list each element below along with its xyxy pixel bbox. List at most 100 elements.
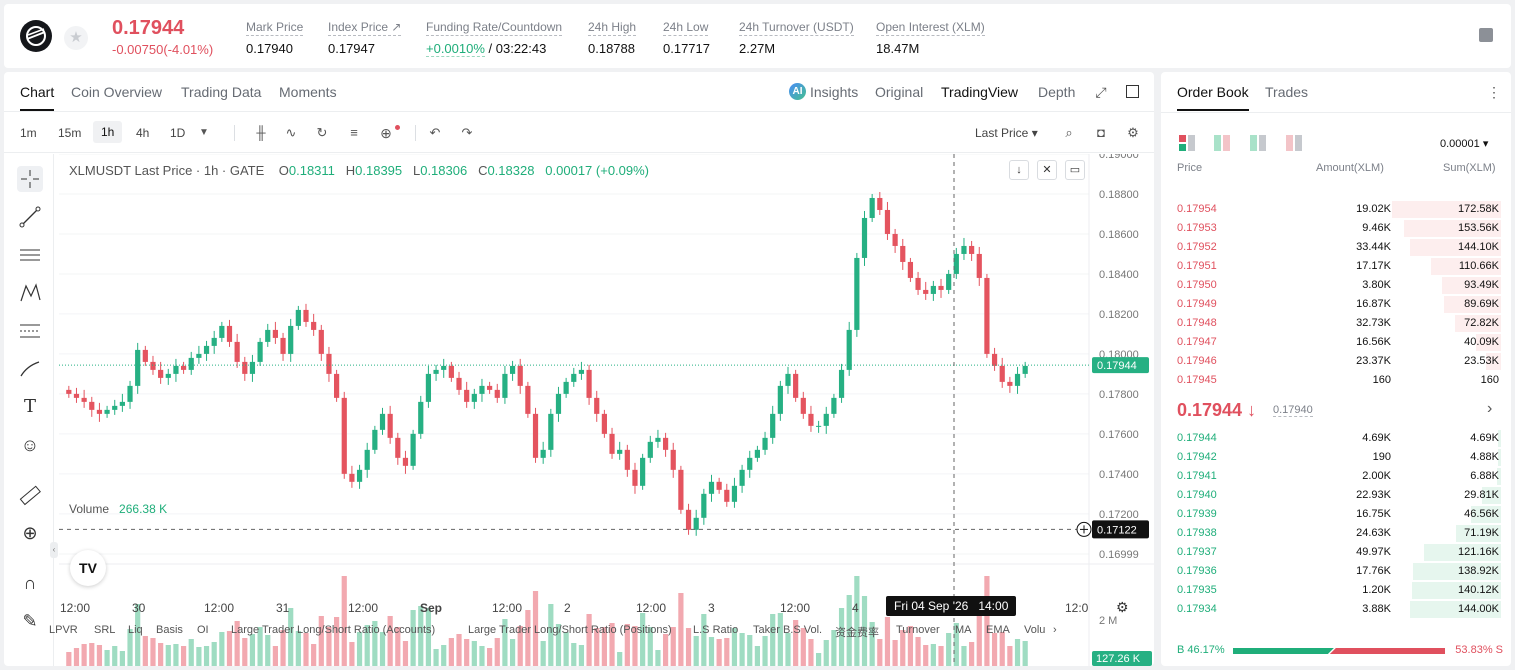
view-original[interactable]: Original: [875, 84, 924, 100]
book-icon[interactable]: [1479, 28, 1493, 42]
fib-icon[interactable]: [17, 318, 43, 344]
indicator-item[interactable]: EMA: [986, 624, 1010, 636]
ask-row[interactable]: 0.17947 16.56K 40.09K: [1161, 333, 1511, 352]
indicator-item[interactable]: Basis: [156, 624, 183, 636]
add-alert-icon[interactable]: ⊕: [380, 125, 392, 141]
camera-icon[interactable]: ◘: [1097, 125, 1105, 140]
expand-icon[interactable]: ⤢: [1095, 84, 1107, 100]
chevron-right-icon[interactable]: ›: [1487, 400, 1493, 417]
both-sides-view-icon[interactable]: [1179, 135, 1195, 151]
ask-row[interactable]: 0.17954 19.02K 172.58K: [1161, 200, 1511, 219]
compare-icon[interactable]: ↻: [316, 125, 328, 140]
bid-row[interactable]: 0.17940 22.93K 29.81K: [1161, 486, 1511, 505]
timeframe-15m[interactable]: 15m: [58, 126, 82, 140]
trend-line-icon[interactable]: [17, 204, 43, 230]
indicator-item[interactable]: L.S Ratio: [693, 624, 739, 636]
collapse-icon[interactable]: ✕: [1037, 160, 1057, 180]
indicator-item[interactable]: Liq: [128, 624, 143, 636]
ask-row[interactable]: 0.17949 16.87K 89.69K: [1161, 295, 1511, 314]
indicator-item[interactable]: SRL: [94, 624, 116, 636]
tab-coin-overview[interactable]: Coin Overview: [71, 84, 163, 100]
candle-body: [647, 441, 653, 458]
crosshair-icon[interactable]: [17, 166, 43, 192]
horizontal-lines-icon[interactable]: [17, 242, 43, 268]
stat-index-price[interactable]: Index Price ↗ 0.17947: [328, 18, 402, 57]
emoji-icon[interactable]: ☺: [20, 435, 40, 455]
bid-row[interactable]: 0.17938 24.63K 71.19K: [1161, 524, 1511, 543]
timeframe-1h[interactable]: 1h: [93, 121, 123, 143]
chevron-right-icon[interactable]: ›: [1053, 624, 1057, 636]
pattern-icon[interactable]: [17, 280, 43, 306]
indicator-item[interactable]: OI: [197, 624, 209, 636]
stat-funding-rate[interactable]: Funding Rate/Countdown +0.0010% / 03:22:…: [426, 18, 563, 57]
indicator-item[interactable]: 资金费率: [835, 627, 879, 639]
ask-row[interactable]: 0.17951 17.17K 110.66K: [1161, 257, 1511, 276]
window-icon[interactable]: [1126, 85, 1139, 98]
tab-trades[interactable]: Trades: [1265, 84, 1309, 100]
buy-view-icon[interactable]: [1250, 135, 1266, 151]
redo-icon[interactable]: ↷: [461, 125, 473, 140]
timeframe-1d[interactable]: 1D: [170, 126, 186, 140]
undo-icon[interactable]: ↶: [429, 125, 441, 140]
search-icon[interactable]: ⌕: [1065, 125, 1073, 140]
scroll-down-icon[interactable]: ↓: [1009, 160, 1029, 180]
zoom-in-icon[interactable]: ⊕: [22, 523, 38, 543]
bids-only-view-icon[interactable]: [1214, 135, 1230, 151]
collapse-left-icon[interactable]: ‹: [50, 542, 58, 558]
brush-icon[interactable]: [17, 356, 43, 382]
text-tool-icon[interactable]: T: [23, 396, 36, 417]
sell-view-icon[interactable]: [1286, 135, 1302, 151]
ask-row[interactable]: 0.17948 32.73K 72.82K: [1161, 314, 1511, 333]
ask-row[interactable]: 0.17945 160 160: [1161, 371, 1511, 390]
tradingview-logo-icon[interactable]: TV: [70, 550, 106, 586]
stat-mark-price[interactable]: Mark Price 0.17940: [246, 18, 304, 57]
y-axis-tick: 0.17400: [1099, 469, 1139, 481]
candle-body: [540, 449, 546, 458]
bid-row[interactable]: 0.17937 49.97K 121.16K: [1161, 543, 1511, 562]
view-insights[interactable]: Insights: [810, 84, 859, 100]
bid-row[interactable]: 0.17934 3.88K 144.00K: [1161, 600, 1511, 619]
bid-row[interactable]: 0.17944 4.69K 4.69K: [1161, 429, 1511, 448]
timeframe-1m[interactable]: 1m: [20, 126, 37, 140]
bid-row[interactable]: 0.17935 1.20K 140.12K: [1161, 581, 1511, 600]
ruler-icon[interactable]: [17, 482, 43, 508]
magnet-icon[interactable]: ∩: [23, 573, 37, 593]
axis-settings-icon[interactable]: ⚙: [1116, 599, 1129, 615]
indicator-item[interactable]: Taker B.S Vol.: [753, 624, 823, 636]
indicator-item[interactable]: Large Trader Long/Short Ratio (Positions…: [468, 624, 672, 636]
tab-chart[interactable]: Chart: [20, 84, 55, 111]
indicator-item[interactable]: LPVR: [49, 624, 78, 636]
bid-amount: 2.00K: [1362, 470, 1391, 482]
indicator-item[interactable]: Volu: [1024, 624, 1046, 636]
tab-moments[interactable]: Moments: [279, 84, 337, 100]
indicators-icon[interactable]: ∿: [285, 125, 297, 140]
indicator-item[interactable]: MA: [955, 624, 972, 636]
indicator-item[interactable]: Turnover: [896, 624, 940, 636]
price-chart[interactable]: 0.190000.188000.186000.184000.182000.180…: [59, 154, 1154, 666]
timeframe-4h[interactable]: 4h: [136, 126, 150, 140]
more-options-icon[interactable]: ⋮: [1487, 84, 1501, 100]
ask-row[interactable]: 0.17952 33.44K 144.10K: [1161, 238, 1511, 257]
templates-icon[interactable]: ≡: [350, 125, 358, 140]
tab-trading-data[interactable]: Trading Data: [181, 84, 262, 100]
volume-bar: [586, 614, 592, 666]
bid-row[interactable]: 0.17942 190 4.88K: [1161, 448, 1511, 467]
tab-order-book[interactable]: Order Book: [1177, 84, 1249, 111]
restore-icon[interactable]: ▭: [1065, 160, 1085, 180]
settings-gear-icon[interactable]: ⚙: [1127, 125, 1139, 140]
indicator-item[interactable]: Large Trader Long/Short Ratio (Accounts): [231, 624, 436, 636]
precision-select[interactable]: 0.00001 ▾: [1440, 138, 1489, 150]
view-depth[interactable]: Depth: [1038, 84, 1076, 100]
bid-row[interactable]: 0.17936 17.76K 138.92K: [1161, 562, 1511, 581]
bid-row[interactable]: 0.17939 16.75K 46.56K: [1161, 505, 1511, 524]
ask-row[interactable]: 0.17950 3.80K 93.49K: [1161, 276, 1511, 295]
favorite-star-icon[interactable]: ★: [64, 26, 88, 50]
candle-type-icon[interactable]: ╫: [256, 125, 266, 140]
pencil-icon[interactable]: ✎: [22, 611, 38, 631]
ask-row[interactable]: 0.17946 23.37K 23.53K: [1161, 352, 1511, 371]
bid-row[interactable]: 0.17941 2.00K 6.88K: [1161, 467, 1511, 486]
timeframe-dropdown-icon[interactable]: ▼: [199, 127, 209, 138]
ask-row[interactable]: 0.17953 9.46K 153.56K: [1161, 219, 1511, 238]
price-type-select[interactable]: Last Price ▾: [975, 126, 1038, 140]
view-tradingview[interactable]: TradingView: [941, 84, 1019, 100]
